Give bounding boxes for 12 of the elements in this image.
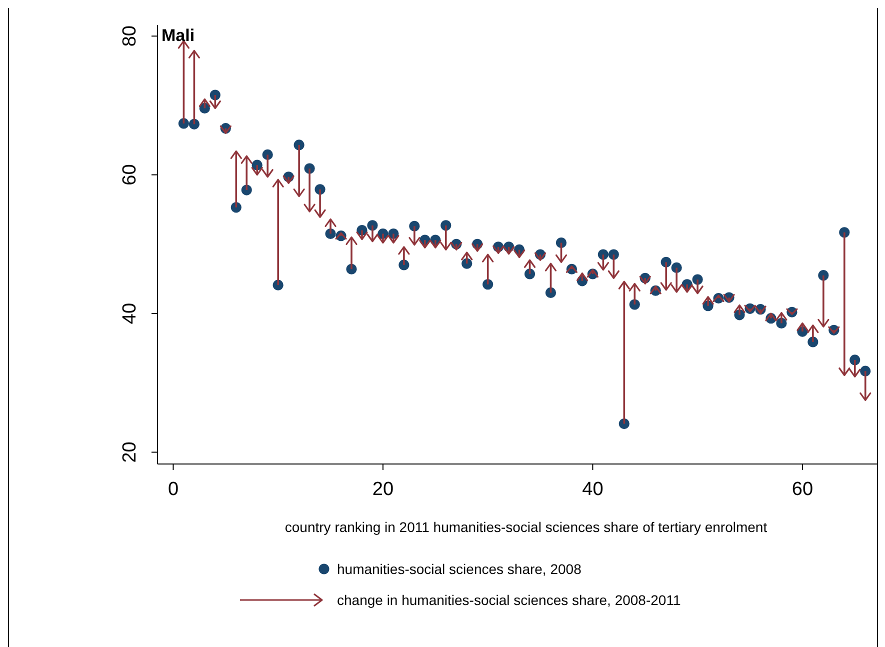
- legend-label: change in humanities-social sciences share, 2008-2011: [337, 592, 681, 608]
- y-tick-label: 80: [120, 26, 140, 47]
- y-tick-label: 60: [120, 164, 140, 186]
- legend-label: humanities-social sciences share, 2008: [337, 561, 582, 577]
- y-tick-label: 40: [120, 302, 140, 324]
- x-tick-label: 20: [372, 479, 394, 500]
- annotation: Mali: [162, 26, 195, 45]
- y-tick-label: 20: [120, 442, 140, 463]
- x-tick-label: 60: [792, 479, 814, 500]
- x-axis-title: country ranking in 2011 humanities-social sciences share of tertiary enrolment: [284, 519, 768, 535]
- x-tick-label: 40: [582, 479, 604, 500]
- x-tick-label: 0: [168, 479, 179, 500]
